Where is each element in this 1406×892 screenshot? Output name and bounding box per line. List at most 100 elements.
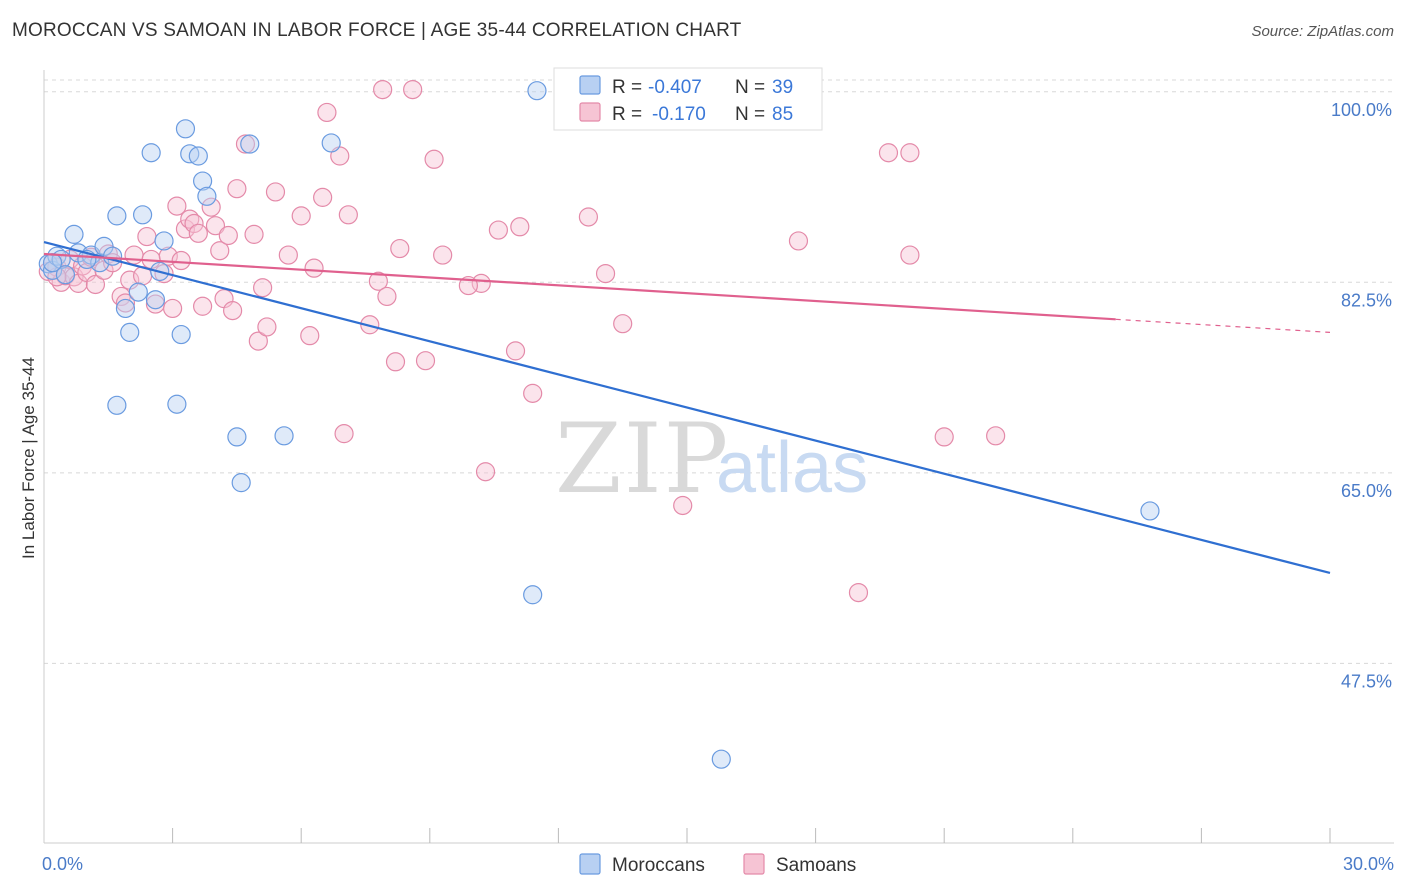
moroccans-point	[102, 246, 123, 266]
samoans-point	[163, 298, 183, 319]
samoans-trend-line	[43, 252, 1116, 321]
legend-samoans-r-value: -0.170	[652, 104, 706, 125]
samoans-point	[291, 206, 311, 226]
samoans-point	[85, 274, 106, 295]
watermark-atlas: atlas	[716, 428, 868, 508]
samoans-point	[986, 426, 1006, 446]
samoans-point	[115, 293, 136, 313]
samoans-point	[510, 217, 530, 237]
moroccans-point	[115, 298, 136, 319]
samoans-point	[167, 196, 187, 216]
samoans-point	[934, 427, 954, 447]
samoans-point	[317, 102, 337, 123]
legend-moroccans-swatch	[579, 75, 601, 95]
samoans-point	[523, 383, 543, 403]
legend-moroccans-n-value: 39	[772, 77, 793, 98]
moroccans-point	[167, 394, 187, 414]
samoans-point	[278, 245, 298, 265]
samoans-point	[415, 351, 436, 371]
samoans-point	[433, 245, 453, 265]
samoans-points	[38, 79, 1006, 603]
moroccans-point	[107, 395, 127, 415]
moroccans-point	[227, 427, 247, 447]
samoans-point	[253, 278, 273, 298]
samoans-point	[124, 245, 144, 265]
moroccans-point	[107, 206, 127, 226]
x-tick-label: 30.0%	[1343, 854, 1394, 874]
samoans-point	[223, 301, 243, 321]
bottom-legend-samoans-swatch	[743, 853, 765, 875]
samoans-point	[578, 207, 599, 227]
moroccans-trend-line	[43, 240, 1331, 575]
bottom-legend-moroccans-swatch	[579, 853, 601, 875]
moroccans-point	[128, 282, 148, 302]
grid-lines	[44, 79, 1394, 664]
samoans-point	[788, 231, 809, 251]
samoans-point	[188, 223, 208, 243]
x-tick-label: 0.0%	[42, 854, 83, 874]
samoans-point	[385, 352, 406, 372]
legend-samoans-n-value: 85	[772, 104, 793, 125]
moroccans-point	[154, 231, 174, 251]
y-tick-label: 65.0%	[1341, 481, 1392, 501]
samoans-point	[171, 250, 191, 271]
moroccans-point	[231, 473, 251, 493]
legend-samoans-n-label: N =	[735, 104, 765, 125]
moroccans-point	[64, 224, 84, 244]
moroccans-point	[193, 171, 213, 191]
chart-title: MOROCCAN VS SAMOAN IN LABOR FORCE | AGE …	[12, 20, 742, 41]
samoans-point	[235, 134, 256, 154]
watermark: ZIP atlas	[555, 403, 868, 515]
samoans-point	[227, 179, 247, 199]
bottom-legend-moroccans-label: Moroccans	[612, 855, 705, 876]
samoans-point	[505, 341, 526, 361]
moroccans-point	[171, 324, 191, 345]
moroccans-point	[274, 426, 294, 446]
moroccans-point	[141, 143, 161, 163]
samoans-point	[205, 216, 226, 236]
samoans-point	[368, 271, 388, 291]
chart-source: Source: ZipAtlas.com	[1251, 23, 1394, 40]
series-legend: Moroccans Samoans	[579, 853, 856, 876]
samoans-point	[848, 582, 869, 603]
moroccans-point	[197, 186, 217, 206]
moroccans-point	[523, 585, 543, 605]
legend-moroccans-r-label: R =	[612, 77, 642, 98]
samoans-point	[257, 317, 277, 337]
moroccans-point	[120, 322, 140, 342]
stats-legend: R = -0.407 N = 39 R = -0.170 N = 85	[553, 67, 823, 131]
moroccans-point	[145, 290, 166, 310]
legend-moroccans-n-label: N =	[735, 77, 765, 98]
samoans-point	[390, 238, 410, 259]
legend-moroccans-r-value: -0.407	[648, 77, 702, 98]
samoans-point	[424, 149, 444, 169]
watermark-zip: ZIP	[555, 403, 730, 515]
y-tick-label: 47.5%	[1341, 671, 1392, 691]
samoans-point	[248, 331, 268, 351]
y-tick-label: 82.5%	[1341, 290, 1392, 310]
moroccans-point	[132, 205, 153, 225]
moroccans-points	[38, 81, 1160, 769]
samoans-point	[900, 143, 920, 163]
y-tick-label: 100.0%	[1331, 100, 1392, 120]
bottom-legend-samoans-label: Samoans	[776, 855, 856, 876]
y-axis-title: In Labor Force | Age 35-44	[19, 357, 38, 559]
samoans-point	[265, 182, 286, 202]
legend-samoans-r-label: R =	[612, 104, 642, 125]
samoans-point	[377, 286, 397, 307]
y-tick-labels: 100.0% 82.5% 65.0% 47.5%	[1331, 100, 1392, 692]
samoans-point	[313, 187, 333, 207]
moroccans-point	[1140, 501, 1160, 521]
moroccans-point	[42, 253, 63, 273]
trend-lines	[43, 240, 1331, 575]
samoans-point	[373, 79, 393, 100]
samoans-point	[595, 263, 616, 284]
samoans-point	[900, 245, 920, 265]
moroccans-point	[188, 146, 208, 166]
samoans-point	[300, 326, 320, 346]
samoans-point	[184, 213, 204, 234]
samoans-point	[488, 220, 508, 240]
moroccans-point	[175, 119, 196, 139]
moroccans-point	[55, 265, 76, 285]
